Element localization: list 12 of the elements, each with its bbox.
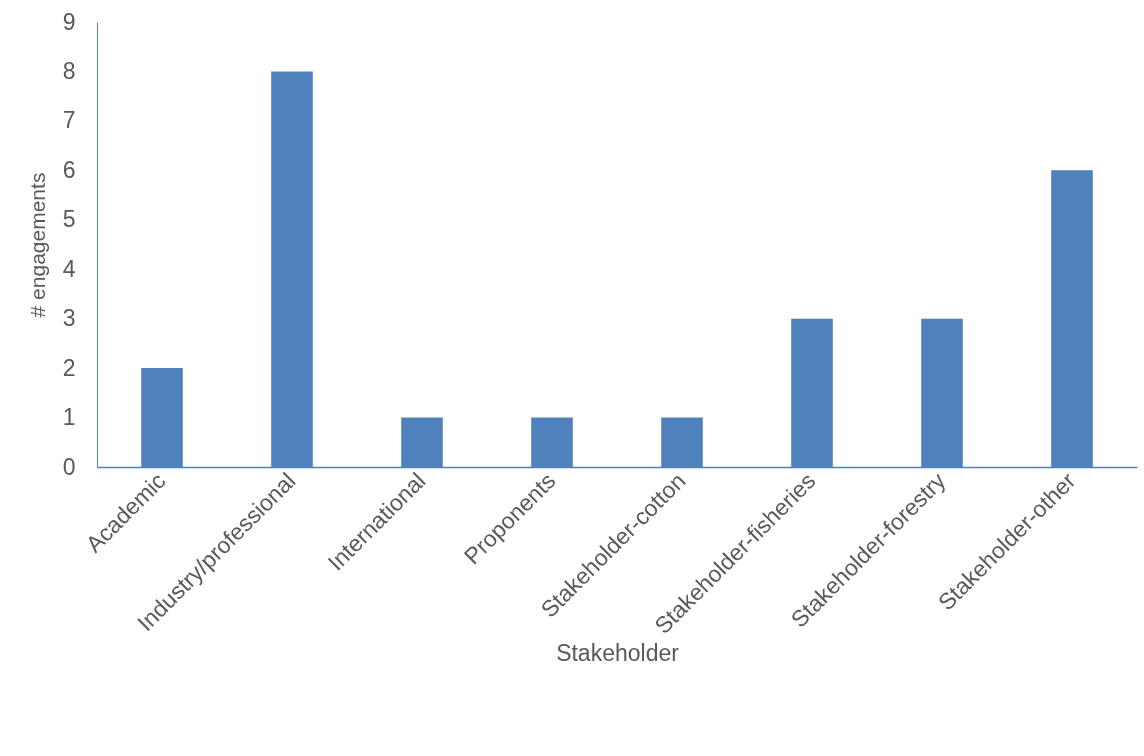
y-tick-label: 4 bbox=[62, 255, 76, 282]
y-tick-label: 8 bbox=[62, 57, 76, 84]
y-tick-label: 0 bbox=[62, 453, 76, 480]
x-axis-title: Stakeholder bbox=[556, 639, 680, 666]
y-tick-label: 5 bbox=[62, 206, 76, 233]
y-tick-label: 7 bbox=[62, 107, 76, 134]
y-tick-label: 6 bbox=[62, 156, 76, 183]
y-tick-label: 2 bbox=[62, 354, 76, 381]
y-tick-label: 1 bbox=[62, 404, 76, 431]
y-tick-label: 9 bbox=[62, 8, 76, 35]
y-tick-label: 3 bbox=[62, 305, 76, 332]
y-axis-title: # engagements bbox=[25, 172, 49, 318]
